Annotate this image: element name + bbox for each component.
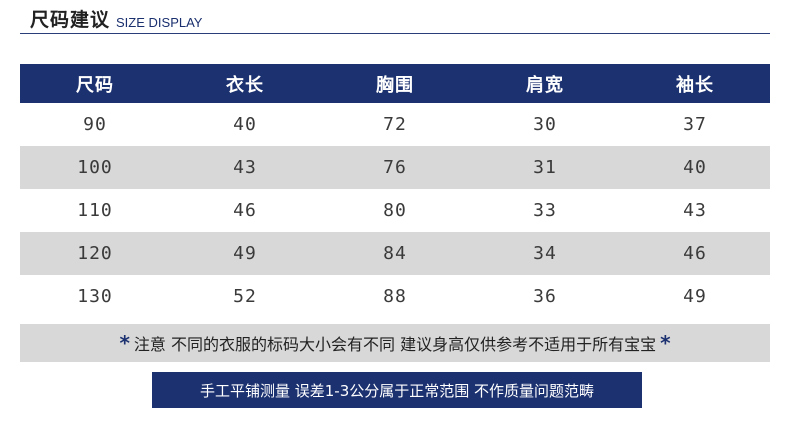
asterisk-icon: *	[660, 331, 671, 355]
column-header-size: 尺码	[20, 64, 170, 103]
table-cell: 80	[383, 200, 407, 221]
table-row: 120 49 84 34 46	[20, 232, 770, 275]
table-cell: 72	[383, 114, 407, 135]
table-header-row: 尺码 衣长 胸围 肩宽 袖长	[20, 64, 770, 103]
table-cell: 40	[233, 114, 257, 135]
table-row: 90 40 72 30 37	[20, 103, 770, 146]
notice-text: 注意 不同的衣服的标码大小会有不同 建议身高仅供参考不适用于所有宝宝	[133, 335, 657, 354]
notice-bar: * 注意 不同的衣服的标码大小会有不同 建议身高仅供参考不适用于所有宝宝 *	[20, 324, 770, 362]
table-cell: 34	[470, 232, 620, 275]
table-cell: 84	[320, 232, 470, 275]
table-cell: 49	[683, 286, 707, 307]
table-cell: 31	[470, 146, 620, 189]
table-cell: 30	[533, 114, 557, 135]
page-header: 尺码建议 SIZE DISPLAY	[30, 6, 202, 32]
table-row: 110 46 80 33 43	[20, 189, 770, 232]
column-header-chest: 胸围	[320, 64, 470, 103]
asterisk-icon: *	[119, 331, 130, 355]
table-cell: 110	[77, 200, 113, 221]
table-cell: 90	[83, 114, 107, 135]
table-cell: 100	[20, 146, 170, 189]
table-cell: 46	[620, 232, 770, 275]
page-subtitle: SIZE DISPLAY	[116, 15, 203, 30]
table-cell: 33	[533, 200, 557, 221]
table-cell: 43	[683, 200, 707, 221]
column-header-sleeve: 袖长	[620, 64, 770, 103]
table-cell: 52	[233, 286, 257, 307]
table-cell: 130	[77, 286, 113, 307]
table-row: 100 43 76 31 40	[20, 146, 770, 189]
title-divider	[20, 33, 770, 34]
table-row: 130 52 88 36 49	[20, 275, 770, 318]
size-table: 尺码 衣长 胸围 肩宽 袖长 90 40 72 30 37 100 43 76 …	[20, 64, 770, 318]
column-header-shoulder: 肩宽	[470, 64, 620, 103]
table-cell: 40	[620, 146, 770, 189]
table-cell: 49	[170, 232, 320, 275]
column-header-length: 衣长	[170, 64, 320, 103]
measurement-note: 手工平铺测量 误差1-3公分属于正常范围 不作质量问题范畴	[152, 372, 642, 408]
table-cell: 46	[233, 200, 257, 221]
table-cell: 88	[383, 286, 407, 307]
page-title: 尺码建议	[30, 9, 111, 31]
table-cell: 36	[533, 286, 557, 307]
table-cell: 37	[683, 114, 707, 135]
table-cell: 76	[320, 146, 470, 189]
table-cell: 43	[170, 146, 320, 189]
table-cell: 120	[20, 232, 170, 275]
